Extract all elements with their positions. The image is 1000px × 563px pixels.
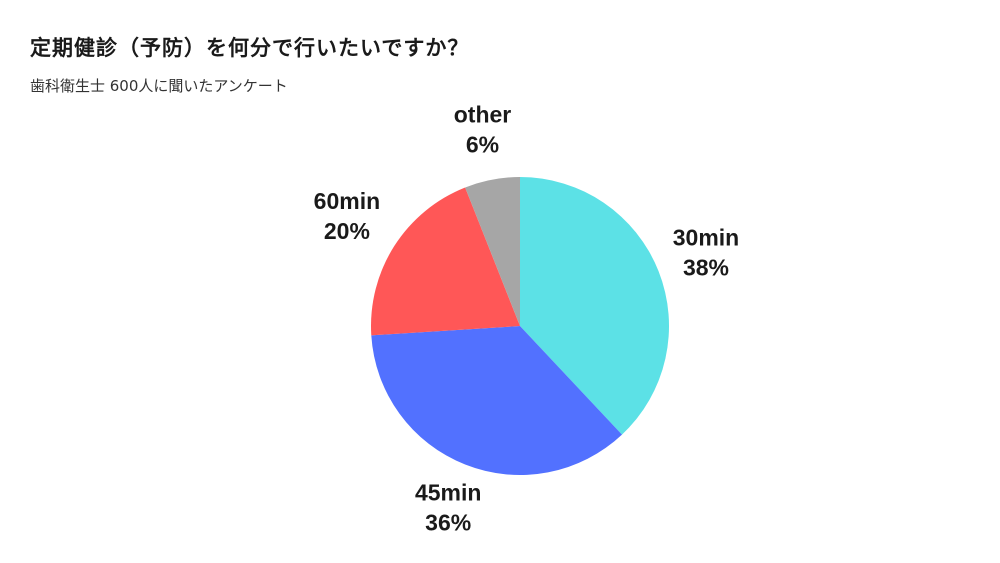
slice-label-60min: 60min 20%	[314, 188, 380, 244]
chart-title: 定期健診（予防）を何分で行いたいですか？	[30, 36, 470, 60]
slice-label-other: other 6%	[454, 102, 512, 158]
slice-percent-other: 6%	[466, 132, 499, 158]
slice-name-30min: 30min	[673, 224, 739, 250]
pie-slice-other	[465, 177, 520, 326]
pie-slice-30min	[520, 177, 670, 435]
slice-percent-60min: 20%	[324, 218, 370, 244]
pie-slices	[370, 177, 670, 476]
pie-slice-60min	[370, 187, 520, 336]
slice-label-45min: 45min 36%	[415, 479, 481, 535]
slice-name-other: other	[454, 102, 512, 128]
chart-subtitle: 歯科衛生士 600人に聞いたアンケート	[30, 77, 288, 95]
slice-label-30min: 30min 38%	[673, 224, 739, 280]
slice-name-60min: 60min	[314, 188, 380, 214]
slice-name-45min: 45min	[415, 479, 481, 505]
slice-percent-30min: 38%	[683, 254, 729, 280]
slice-percent-45min: 36%	[425, 509, 471, 535]
pie-labels: 30min 38% 45min 36% 60min 20% other 6%	[314, 102, 740, 536]
pie-slice-45min	[371, 326, 622, 476]
